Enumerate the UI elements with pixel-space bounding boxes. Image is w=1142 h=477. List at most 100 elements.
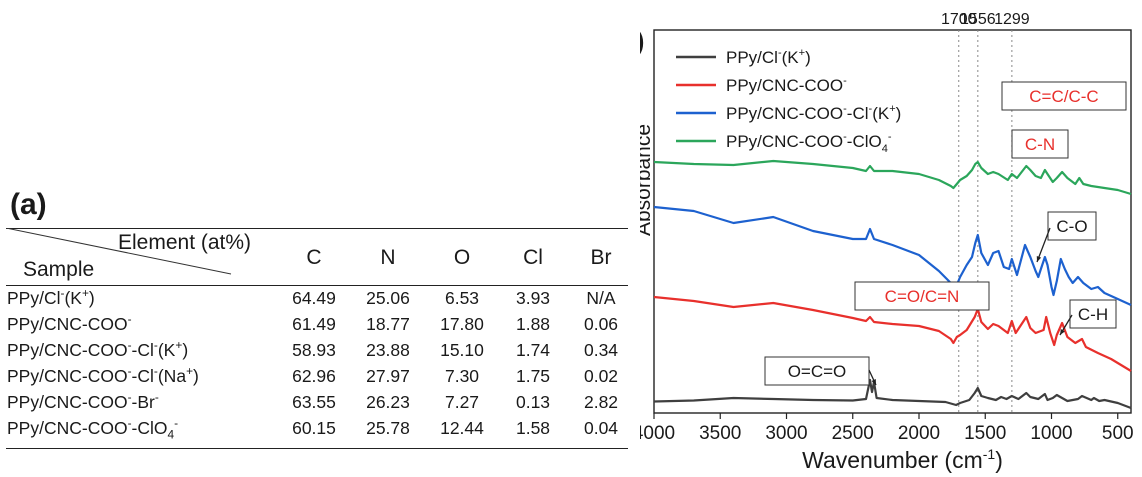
- panel-a: (a) Element (at%) Sample C N O Cl Br PPy…: [6, 188, 628, 449]
- table-cell: 12.44: [440, 418, 484, 438]
- table-row: PPy/Cl-(K+) 64.49 25.06 6.53 3.93 N/A: [6, 286, 628, 312]
- annotation-box: [1047, 211, 1097, 241]
- annotation-box: [1011, 129, 1069, 159]
- annotation-box: [1001, 81, 1127, 111]
- table-top-rule: [6, 228, 628, 229]
- spectrum-line-1: [653, 295, 1132, 372]
- reference-label: 1556: [960, 11, 996, 28]
- annotation-label: C=O/C=N: [885, 287, 960, 306]
- spectrum-line-2: [653, 205, 1132, 307]
- sample-text: (Na: [157, 366, 187, 386]
- table-cell: 63.55: [292, 392, 336, 412]
- sample-superscript: -: [127, 390, 132, 405]
- row-sample: PPy/CNC-COO-: [7, 313, 132, 335]
- annotation-label: C-O: [1056, 217, 1087, 236]
- x-tick-label: 2500: [832, 423, 874, 444]
- legend-entry: PPy/CNC-COO--ClO4-: [726, 131, 892, 155]
- spectrum-line-0: [653, 378, 1132, 410]
- row-sample: PPy/CNC-COO--Br-: [7, 390, 159, 413]
- table-row: PPy/CNC-COO--Cl-(Na+) 62.96 27.97 7.30 1.75 0…: [6, 364, 628, 390]
- x-tick-label: 3000: [765, 423, 807, 444]
- sample-superscript: -: [153, 338, 158, 353]
- table-cell: 25.06: [366, 288, 410, 308]
- table-cell: 0.04: [583, 418, 619, 438]
- annotation-arrow: [1036, 227, 1051, 263]
- reference-label: 1299: [994, 11, 1030, 28]
- table-cell: 0.02: [583, 366, 619, 386]
- table-cell: 6.53: [444, 288, 480, 308]
- annotation-box: [1069, 299, 1117, 329]
- sample-text: -Cl: [131, 366, 154, 386]
- table-cell: 0.13: [515, 392, 551, 412]
- sample-text: -Br: [131, 392, 155, 412]
- table-cell: 18.77: [366, 314, 410, 334]
- table-row: PPy/CNC-COO--Br- 63.55 26.23 7.27 0.13 2.82: [6, 390, 628, 416]
- x-tick-label: 500: [1102, 423, 1134, 444]
- sample-superscript: -: [127, 364, 132, 379]
- panel-label-a: (a): [10, 188, 47, 221]
- y-axis-label: Absorbance: [640, 124, 655, 236]
- row-sample: PPy/CNC-COO--Cl-(K+): [7, 338, 189, 361]
- table-cell: 7.30: [444, 366, 480, 386]
- table-cell: 0.34: [583, 340, 619, 360]
- annotation-arrowhead: [871, 379, 876, 385]
- table-cell: 61.49: [292, 314, 336, 334]
- table-row: PPy/CNC-COO--Cl-(K+) 58.93 23.88 15.10 1.74 0…: [6, 338, 628, 364]
- table-cell: 1.88: [515, 314, 551, 334]
- sample-text: (K: [157, 340, 176, 360]
- row-sample: PPy/CNC-COO--ClO4-: [7, 416, 179, 442]
- sample-text: ): [182, 340, 189, 360]
- panel-label-b: (b): [640, 26, 644, 56]
- annotation-box: [854, 281, 990, 311]
- sample-text: PPy/Cl: [7, 288, 61, 308]
- table-cell: 3.93: [515, 288, 551, 308]
- header-sample: Sample: [23, 258, 95, 281]
- table-cell: 62.96: [292, 366, 336, 386]
- sample-text: -ClO: [131, 418, 168, 438]
- annotation-label: C=C/C-C: [1029, 87, 1098, 106]
- sample-text: PPy/CNC-COO: [7, 366, 128, 386]
- table-cell: 27.97: [366, 366, 410, 386]
- table-cell: 1.74: [515, 340, 551, 360]
- sample-superscript: -: [153, 364, 158, 379]
- table-cell: 15.10: [440, 340, 484, 360]
- spectrum-line-3: [653, 159, 1132, 196]
- sample-superscript: -: [127, 338, 132, 353]
- table-cell: 25.78: [366, 418, 410, 438]
- sample-subscript: 4: [167, 427, 175, 442]
- x-tick-label: 2000: [898, 423, 940, 444]
- legend-entry: PPy/CNC-COO-: [726, 75, 847, 95]
- annotation-label: O=C=O: [788, 362, 847, 381]
- table-header-rule: [6, 285, 628, 286]
- table-cell: 0.06: [583, 314, 619, 334]
- sample-superscript: -: [174, 416, 179, 431]
- row-sample: PPy/Cl-(K+): [7, 286, 95, 309]
- annotation-arrowhead: [1036, 256, 1042, 262]
- table-cell: 1.58: [515, 418, 551, 438]
- legend-entry: PPy/Cl-(K+): [726, 47, 811, 67]
- sample-text: PPy/CNC-COO: [7, 314, 128, 334]
- column-header: C: [306, 246, 322, 269]
- column-header: Cl: [523, 246, 543, 269]
- sample-superscript: +: [81, 286, 89, 301]
- sample-text: (K: [64, 288, 82, 308]
- table-bottom-rule: [6, 448, 628, 449]
- table-row: PPy/CNC-COO--ClO4- 60.15 25.78 12.44 1.58 0.0…: [6, 416, 628, 442]
- sample-text: PPy/CNC-COO: [7, 340, 128, 360]
- column-header: O: [453, 246, 471, 269]
- header-diagonal: [6, 228, 232, 275]
- annotation-label: C-H: [1078, 305, 1108, 324]
- table-cell: 58.93: [292, 340, 336, 360]
- column-header: Br: [590, 246, 612, 269]
- row-sample: PPy/CNC-COO--Cl-(Na+): [7, 364, 199, 387]
- table-cell: 23.88: [366, 340, 410, 360]
- sample-superscript: +: [175, 338, 183, 353]
- table-cell: 60.15: [292, 418, 336, 438]
- annotation-arrowhead: [1060, 329, 1065, 335]
- sample-superscript: +: [186, 364, 194, 379]
- table-cell: 17.80: [440, 314, 484, 334]
- table-cell: N/A: [586, 288, 616, 308]
- x-axis-label: Wavenumber (cm-1): [802, 446, 1003, 473]
